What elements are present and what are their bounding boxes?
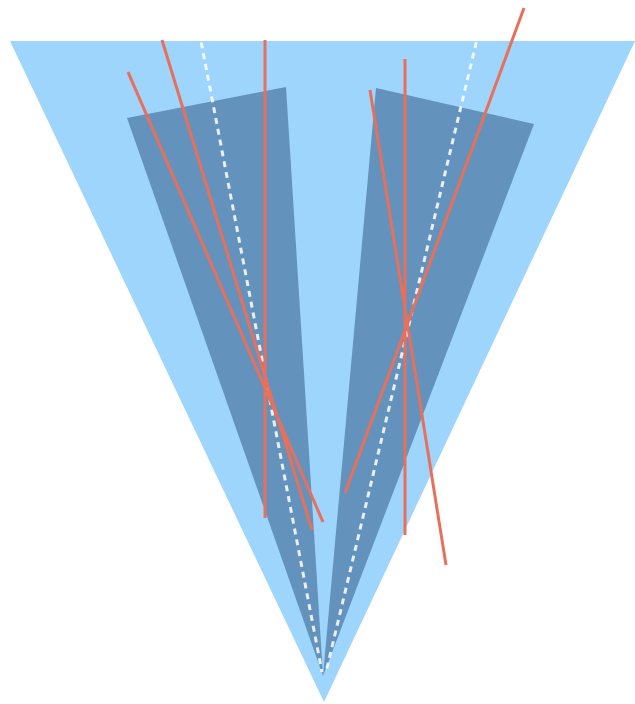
left-wedge [127,87,323,676]
right-dashed-axis [324,9,486,673]
red-line-left-diagonal-steep [160,39,314,531]
red-line-right-diagonal-a [343,7,526,494]
red-line-left-diagonal-shallow [126,71,325,523]
left-dashed-axis [193,9,324,673]
red-line-right-diagonal-b [368,89,448,566]
right-wedge [323,88,534,676]
